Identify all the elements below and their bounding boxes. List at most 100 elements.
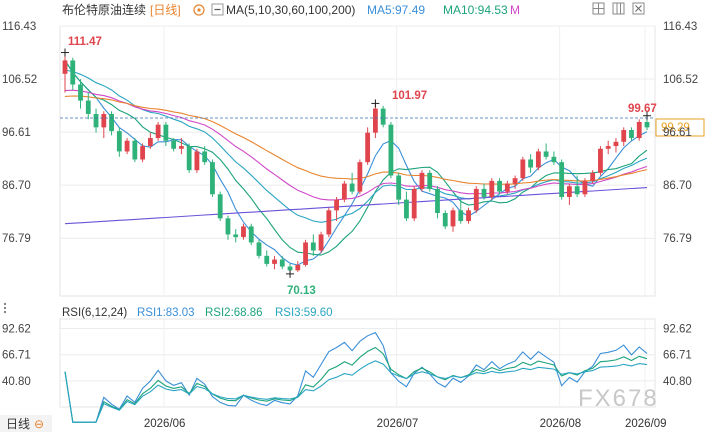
close-icon[interactable] — [632, 2, 645, 15]
candle-body — [372, 108, 378, 133]
candle-body — [489, 180, 495, 197]
ma5-line — [64, 60, 648, 266]
candle-body — [210, 162, 215, 195]
x-tick-label: 2026/07 — [377, 418, 419, 430]
candle-body — [241, 226, 246, 238]
y-tick-left: 116.43 — [2, 21, 36, 33]
candle-body — [621, 130, 627, 142]
candle-body — [334, 199, 340, 211]
candle-body — [178, 146, 184, 149]
candle-body — [116, 131, 122, 152]
rsi-y-tick-left: 40.80 — [2, 376, 31, 388]
rsi-y-tick-left: 92.62 — [2, 323, 31, 335]
y-tick-left: 86.70 — [2, 180, 31, 192]
rsi1-line — [64, 331, 648, 423]
collapse-icon[interactable] — [211, 3, 224, 16]
candle-body — [163, 124, 169, 141]
candle-body — [559, 162, 565, 197]
candle-body — [512, 178, 518, 184]
candle-body — [380, 108, 386, 125]
candle-body — [458, 210, 464, 222]
rsi3-value: RSI3:59.60 — [275, 307, 333, 319]
panel-resize-handle[interactable] — [3, 302, 7, 314]
candle-body — [504, 183, 510, 192]
rsi-y-tick-right: 66.71 — [663, 350, 692, 362]
y-tick-left: 106.52 — [2, 74, 37, 86]
candle-body — [520, 159, 526, 179]
rsi-y-tick-right: 40.80 — [663, 376, 692, 388]
current-price-tag — [655, 118, 705, 137]
candle-body — [225, 218, 231, 235]
instrument-title: 布伦特原油连续 — [62, 2, 146, 17]
candle-body — [78, 84, 83, 101]
ma30-line — [64, 69, 648, 223]
grid — [60, 25, 655, 407]
grid-icon[interactable] — [592, 2, 605, 15]
candle-body — [85, 100, 91, 114]
candle-body — [419, 172, 425, 189]
period-button-label[interactable]: 日线 — [6, 417, 30, 431]
candle-body — [466, 210, 471, 222]
ma200-line — [64, 187, 648, 225]
x-tick-label: 2026/06 — [144, 418, 186, 430]
candle-body — [442, 213, 448, 227]
candle-body — [132, 140, 138, 160]
period-button-caret[interactable]: ⊖ — [34, 417, 44, 431]
candle-body — [287, 266, 293, 271]
rsi-label: RSI(6,12,24) — [62, 307, 127, 319]
candle-body — [590, 172, 596, 181]
candle-body — [318, 234, 324, 251]
y-tick-left: 96.61 — [2, 127, 31, 139]
period-button[interactable] — [0, 415, 52, 432]
candle-body — [411, 188, 417, 219]
candle-body — [481, 188, 487, 197]
main-panel-frame — [59, 25, 656, 297]
candle-body — [636, 121, 642, 139]
watermark: FX678 — [578, 385, 659, 412]
y-tick-right: 106.52 — [663, 74, 698, 86]
candle-body — [341, 183, 347, 200]
last-label: 99.67 — [628, 103, 657, 115]
rsi-y-tick-right: 92.62 — [663, 323, 692, 335]
period-label[interactable]: [日线] — [150, 3, 181, 17]
candle-body — [598, 148, 603, 173]
candle-body — [551, 156, 557, 163]
candle-body — [357, 162, 363, 192]
candle-body — [70, 60, 76, 85]
rsi2-line — [64, 346, 648, 423]
ma-more-value: M — [510, 3, 520, 17]
candle-body — [140, 146, 146, 160]
candle-body — [574, 186, 580, 195]
y-tick-right: 96.61 — [663, 127, 692, 139]
candles — [62, 52, 650, 274]
candle-body — [310, 242, 316, 251]
candle-body — [295, 264, 301, 271]
y-tick-right: 86.70 — [663, 180, 692, 192]
candle-body — [264, 255, 270, 264]
ma100-line — [64, 95, 648, 185]
candle-body — [101, 113, 107, 128]
ma10-value: MA10:94.53 — [443, 3, 508, 17]
candle-body — [605, 146, 611, 149]
rsi-lines — [64, 331, 648, 423]
candle-body — [279, 259, 285, 267]
x-tick-label: 2026/09 — [625, 418, 667, 430]
candle-body — [404, 199, 409, 219]
y-tick-right: 76.79 — [663, 233, 692, 245]
rsi-panel-frame — [59, 318, 656, 408]
layout-icon[interactable] — [612, 2, 625, 15]
high-label-1: 111.47 — [68, 36, 102, 48]
settings-icon[interactable] — [193, 4, 205, 16]
candle-body — [109, 113, 114, 132]
candle-body — [272, 259, 277, 264]
candle-body — [62, 60, 68, 74]
candle-body — [528, 159, 534, 168]
candle-body — [217, 194, 223, 219]
candle-body — [427, 172, 433, 189]
candle-body — [147, 138, 153, 147]
y-tick-right: 116.43 — [663, 21, 697, 33]
candle-body — [233, 234, 239, 238]
candle-body — [155, 124, 161, 139]
candle-body — [535, 151, 541, 168]
